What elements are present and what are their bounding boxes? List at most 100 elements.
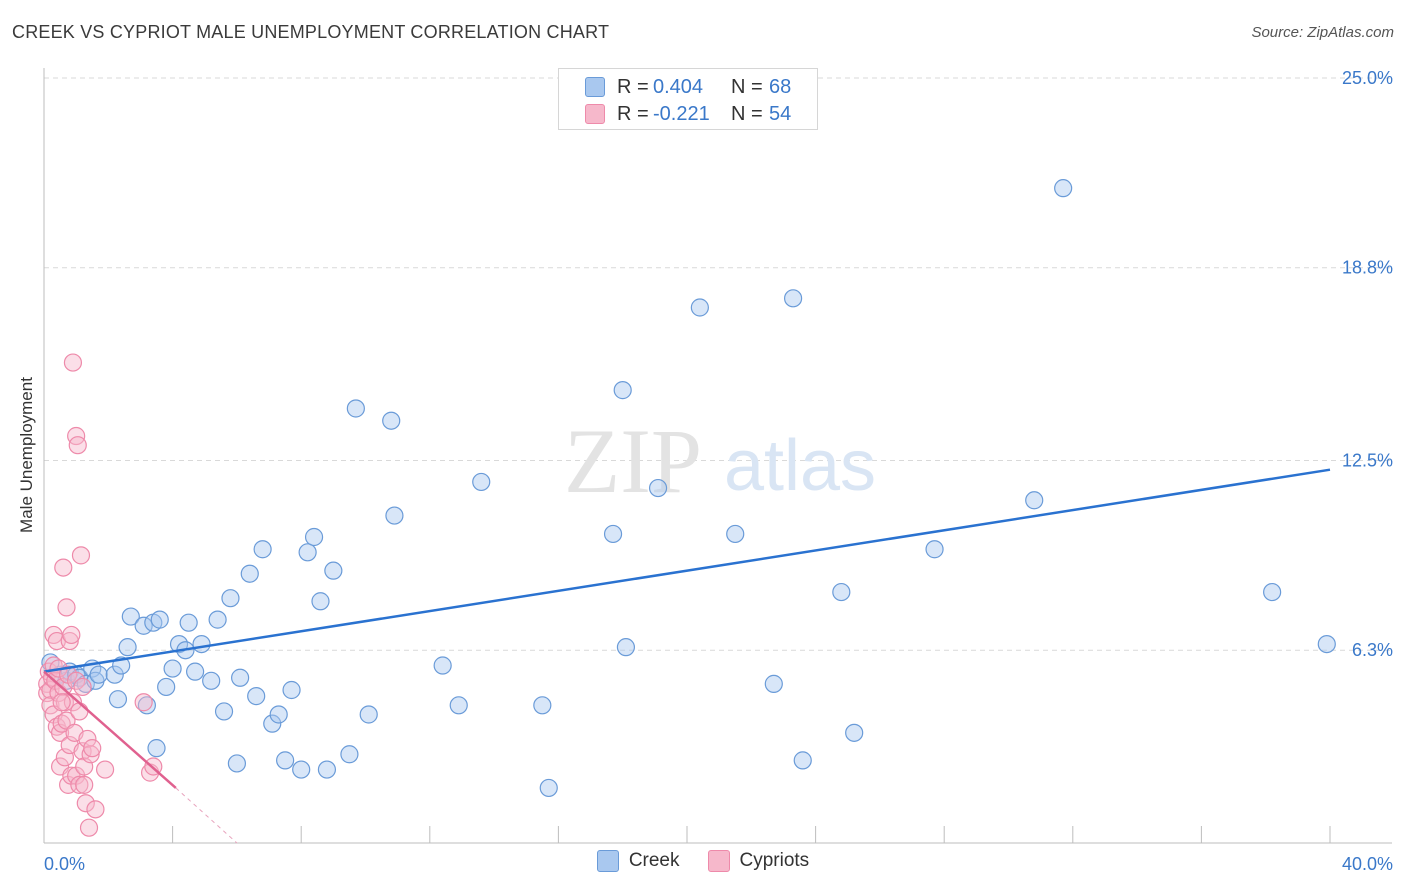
r-value: -0.221 <box>653 102 710 125</box>
creek-point <box>433 656 452 675</box>
creek-point <box>539 778 558 798</box>
creek-point <box>121 607 140 626</box>
y-tick-labels: 6.3% 12.5% 18.8% 25.0% <box>1342 68 1393 660</box>
cypriots-point <box>57 598 76 617</box>
cypriots-point <box>68 436 87 455</box>
cypriots-point <box>54 558 73 577</box>
creek-point <box>208 610 227 629</box>
creek-point <box>690 298 709 317</box>
cypriots-point <box>95 760 115 779</box>
r-value: 0.404 <box>653 75 704 98</box>
stats-legend: R = 0.404 N = 68 R = -0.221 N = 54 <box>558 68 818 130</box>
creek-point <box>231 668 250 687</box>
x-tick-label: 0.0% <box>44 854 85 874</box>
creek-point <box>221 589 240 608</box>
creek-point <box>533 696 552 715</box>
creek-point <box>298 543 317 562</box>
watermark-atlas: atlas <box>724 426 876 506</box>
creek-point <box>240 564 259 583</box>
cypriots-point <box>81 745 100 764</box>
creek-point <box>385 506 404 525</box>
creek-point <box>613 381 632 400</box>
n-value: 68 <box>769 75 792 98</box>
cypriots-point <box>86 800 105 819</box>
creek-point <box>925 540 944 559</box>
creek-point <box>247 687 266 706</box>
cypriots-legend-swatch <box>707 850 730 872</box>
cypriots-point <box>60 631 79 651</box>
r-label: R = <box>617 75 649 98</box>
cypriots-point <box>70 775 89 794</box>
legend-item-creek[interactable]: Creek <box>596 850 680 872</box>
cypriots-points <box>38 353 163 837</box>
cypriots-point <box>78 729 97 749</box>
creek-point <box>150 610 169 629</box>
legend-label-cypriots: Cypriots <box>739 850 810 871</box>
x-tick-label: 40.0% <box>1342 854 1393 874</box>
series-legend: Creek Cypriots <box>0 850 1406 872</box>
creek-point <box>108 690 128 709</box>
creek-point <box>269 705 288 724</box>
creek-point <box>449 696 468 715</box>
y-tick-label: 6.3% <box>1352 640 1393 660</box>
cypriots-point <box>79 818 99 837</box>
y-tick-label: 12.5% <box>1342 451 1393 471</box>
creek-point <box>292 760 311 779</box>
creek-point <box>783 289 803 308</box>
legend-item-cypriots[interactable]: Cypriots <box>707 850 810 872</box>
stats-row-cypriots: R = -0.221 N = 54 <box>585 101 791 127</box>
n-label: N = <box>731 75 763 98</box>
r-label: R = <box>617 102 649 125</box>
creek-point <box>346 399 365 418</box>
creek-point <box>1317 634 1336 654</box>
creek-point <box>1263 582 1282 602</box>
grid-lines <box>44 77 1392 651</box>
stats-row-creek: R = 0.404 N = 68 <box>585 74 791 100</box>
creek-point <box>118 638 137 657</box>
creek-point <box>202 671 221 690</box>
creek-point <box>186 662 205 681</box>
creek-swatch <box>585 77 605 97</box>
cypriots-point <box>63 353 83 372</box>
creek-legend-swatch <box>596 850 619 872</box>
creek-point <box>157 677 176 697</box>
cypriots-point <box>71 546 91 565</box>
creek-point <box>340 745 359 764</box>
creek-point <box>304 527 324 547</box>
creek-point <box>311 592 330 611</box>
creek-point <box>359 705 378 724</box>
cypriots-point <box>67 426 86 446</box>
x-tick-labels: 0.0% 40.0% <box>44 854 1393 874</box>
cypriots-point <box>73 677 92 697</box>
creek-point <box>603 524 623 544</box>
trend-lines <box>43 468 1331 844</box>
creek-point <box>89 665 108 684</box>
cypriots-trend-line <box>43 670 177 789</box>
creek-point <box>616 638 636 657</box>
chart-title: CREEK VS CYPRIOT MALE UNEMPLOYMENT CORRE… <box>12 22 610 42</box>
cypriots-point <box>83 739 102 758</box>
y-tick-label: 18.8% <box>1342 258 1393 278</box>
n-value: 54 <box>769 102 792 125</box>
n-label: N = <box>731 102 763 125</box>
cypriots-point <box>134 693 153 712</box>
watermark-zip: ZIP <box>564 410 702 512</box>
cypriots-trend-extension <box>175 787 238 844</box>
cypriots-point <box>76 794 95 813</box>
creek-point <box>227 754 246 773</box>
cypriots-point <box>75 775 94 794</box>
cypriots-point <box>52 714 71 733</box>
creek-point <box>253 540 272 559</box>
creek-point <box>263 714 282 733</box>
creek-trend-line <box>43 468 1331 673</box>
creek-point <box>137 696 156 715</box>
cypriots-point <box>70 702 89 721</box>
creek-point <box>648 478 668 498</box>
creek-point <box>764 674 783 693</box>
creek-point <box>276 751 295 770</box>
creek-point <box>1025 491 1044 510</box>
creek-point <box>282 680 301 700</box>
creek-point <box>793 751 812 770</box>
creek-point <box>472 472 491 492</box>
